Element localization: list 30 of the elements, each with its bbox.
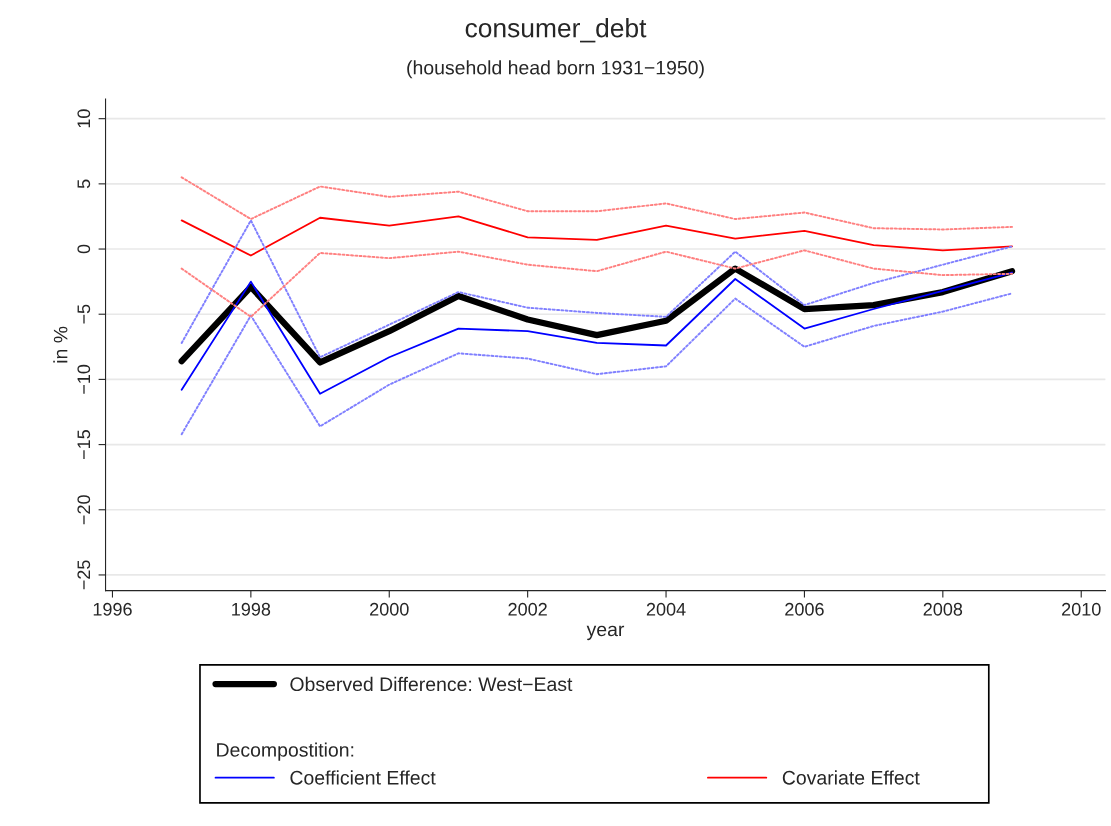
- x-tick-label: 2010: [1062, 602, 1101, 616]
- chart-title: consumer_debt: [465, 18, 647, 43]
- x-tick-label: 2008: [923, 602, 963, 616]
- y-tick-label: −25: [77, 560, 91, 590]
- legend-label: Covariate Effect: [782, 770, 920, 785]
- y-tick-label: −10: [77, 364, 91, 394]
- y-tick-label: 0: [77, 244, 91, 254]
- text: Decompostition:: [217, 742, 354, 761]
- y-tick-label: 5: [77, 179, 91, 189]
- legend-label: Coefficient Effect: [290, 770, 436, 785]
- line-series: [180, 176, 1013, 231]
- x-tick-label: 2000: [370, 602, 409, 616]
- y-tick-label: −5: [77, 304, 91, 324]
- x-tick-label: 1998: [232, 602, 271, 616]
- line-series: [180, 249, 1013, 318]
- line-series: [180, 219, 1013, 359]
- legend-label: Observed Difference: West−East: [290, 676, 573, 692]
- x-axis-title: year: [586, 625, 625, 641]
- y-axis-title: in %: [53, 326, 68, 363]
- line-series: [180, 271, 1013, 395]
- y-tick-label: 10: [77, 109, 91, 128]
- x-tick-label: 1996: [93, 602, 132, 616]
- line-series: [180, 215, 1013, 257]
- y-tick-label: −20: [77, 495, 91, 525]
- x-tick-label: 2006: [785, 602, 824, 616]
- chart-subtitle: (household head born 1931−1950): [407, 60, 704, 79]
- line-series: [180, 292, 1013, 436]
- x-tick-label: 2002: [508, 602, 547, 616]
- x-tick-label: 2004: [646, 602, 686, 616]
- y-tick-label: −15: [77, 430, 91, 459]
